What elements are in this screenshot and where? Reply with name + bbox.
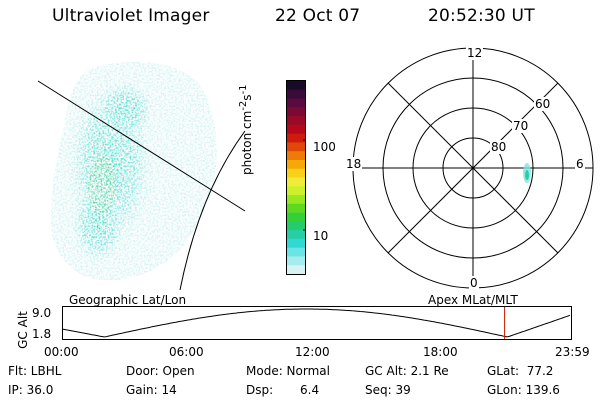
timeline-y-max: 9.0 <box>32 306 52 320</box>
colorbar-swatch <box>287 107 305 117</box>
colorbar-tick-10: 10 <box>313 229 329 243</box>
mode-info: Mode: Normal <box>246 364 330 378</box>
geographic-image-panel <box>37 61 246 290</box>
colorbar-swatch <box>287 195 305 205</box>
timeline-tick-2359: 23:59 <box>555 345 590 359</box>
colorbar-swatch <box>287 151 305 161</box>
timeline-frame <box>62 306 572 340</box>
colorbar-swatch <box>287 221 305 231</box>
mlat-label-70: 70 <box>512 119 530 133</box>
colorbar-axis-label: photon cm-2s-1 <box>238 84 254 175</box>
timeline-tick-1800: 18:00 <box>423 345 458 359</box>
mlat-label-80: 80 <box>490 140 508 154</box>
mlt-label-12: 12 <box>466 46 484 60</box>
colorbar-swatch <box>287 247 305 257</box>
colorbar-swatch <box>287 159 305 170</box>
glon-info: GLon: 139.6 <box>487 383 560 397</box>
sequence-info: Seq: 39 <box>365 383 411 397</box>
timeline-left-title: Geographic Lat/Lon <box>69 293 187 307</box>
intensity-colorbar <box>286 80 306 275</box>
instrument-title: Ultraviolet Imager <box>52 6 210 26</box>
colorbar-tick-100: 100 <box>313 140 336 154</box>
altitude-curve <box>62 308 571 338</box>
timeline-tick-0600: 06:00 <box>169 345 204 359</box>
colorbar-swatch <box>287 256 305 266</box>
timeline-tick-1200: 12:00 <box>295 345 330 359</box>
observation-date: 22 Oct 07 <box>275 6 361 26</box>
timeline-y-axis-label: GC Alt <box>16 311 30 349</box>
colorbar-swatch <box>287 89 305 100</box>
colorbar-swatch <box>287 186 305 196</box>
ip-info: IP: 36.0 <box>8 383 54 397</box>
gain-info: Gain: 14 <box>126 383 177 397</box>
colorbar-frame <box>286 80 306 275</box>
dsp-label: Dsp: <box>246 383 274 397</box>
colorbar-swatch <box>287 230 305 240</box>
mlat-label-60: 60 <box>534 97 552 111</box>
colorbar-swatch <box>287 142 305 152</box>
colorbar-swatch <box>287 124 305 135</box>
glat-info: GLat: 77.2 <box>487 364 554 378</box>
door-info: Door: Open <box>126 364 195 378</box>
colorbar-swatch <box>287 212 305 222</box>
timeline-tick-0000: 00:00 <box>44 345 79 359</box>
gc-altitude-timeline <box>62 306 572 340</box>
colorbar-swatch <box>287 116 305 126</box>
mlt-label-6: 6 <box>575 157 585 171</box>
filter-info: Flt: LBHL <box>8 364 62 378</box>
colorbar-swatch <box>287 238 305 249</box>
dsp-value: 6.4 <box>300 383 320 397</box>
polar-mlt-plot <box>352 47 594 289</box>
timeline-y-min: 1.8 <box>32 327 52 341</box>
colorbar-swatch <box>287 81 305 91</box>
observation-time: 20:52:30 UT <box>428 6 535 26</box>
colorbar-swatch <box>287 168 305 178</box>
mlt-label-18: 18 <box>345 157 363 171</box>
colorbar-swatch <box>287 98 305 108</box>
colorbar-swatch <box>287 177 305 187</box>
gc-alt-info: GC Alt: 2.1 Re <box>365 364 449 378</box>
colorbar-swatch <box>287 203 305 214</box>
colorbar-swatch <box>287 133 305 143</box>
timeline-right-title: Apex MLat/MLT <box>428 293 518 307</box>
mlt-label-0: 0 <box>469 276 479 290</box>
colorbar-swatch <box>287 265 305 275</box>
colorbar-unit-text: photon cm-2s-1 <box>238 84 254 175</box>
